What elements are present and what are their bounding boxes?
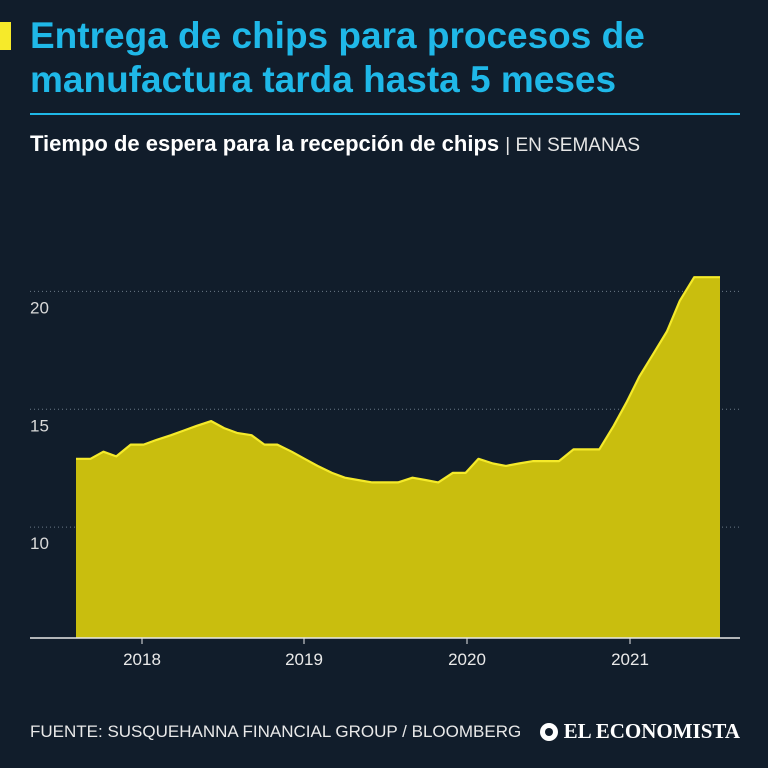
chart-subtitle: Tiempo de espera para la recepción de ch… — [30, 131, 640, 157]
x-tick-label: 2021 — [611, 650, 649, 669]
title-divider — [30, 113, 740, 115]
brand-logo: EL ECONOMISTA — [539, 719, 740, 744]
y-tick-label: 20 — [30, 298, 49, 317]
brand-name: EL ECONOMISTA — [563, 719, 740, 743]
x-tick-label: 2020 — [448, 650, 486, 669]
area-line — [76, 276, 720, 484]
unit-label: | EN SEMANAS — [505, 135, 641, 156]
y-tick-label: 15 — [30, 416, 49, 435]
subtitle-text: Tiempo de espera para la recepción de ch… — [30, 131, 500, 156]
source-note: FUENTE: SUSQUEHANNA FINANCIAL GROUP / BL… — [30, 722, 522, 741]
x-tick-label: 2019 — [285, 650, 323, 669]
area-fill — [76, 277, 720, 638]
x-tick-label: 2018 — [123, 650, 161, 669]
y-tick-label: 10 — [30, 534, 49, 553]
accent-bar — [0, 22, 11, 50]
chart-title: Entrega de chips para procesos de manufa… — [30, 15, 645, 100]
brand-circle-icon — [539, 722, 558, 741]
